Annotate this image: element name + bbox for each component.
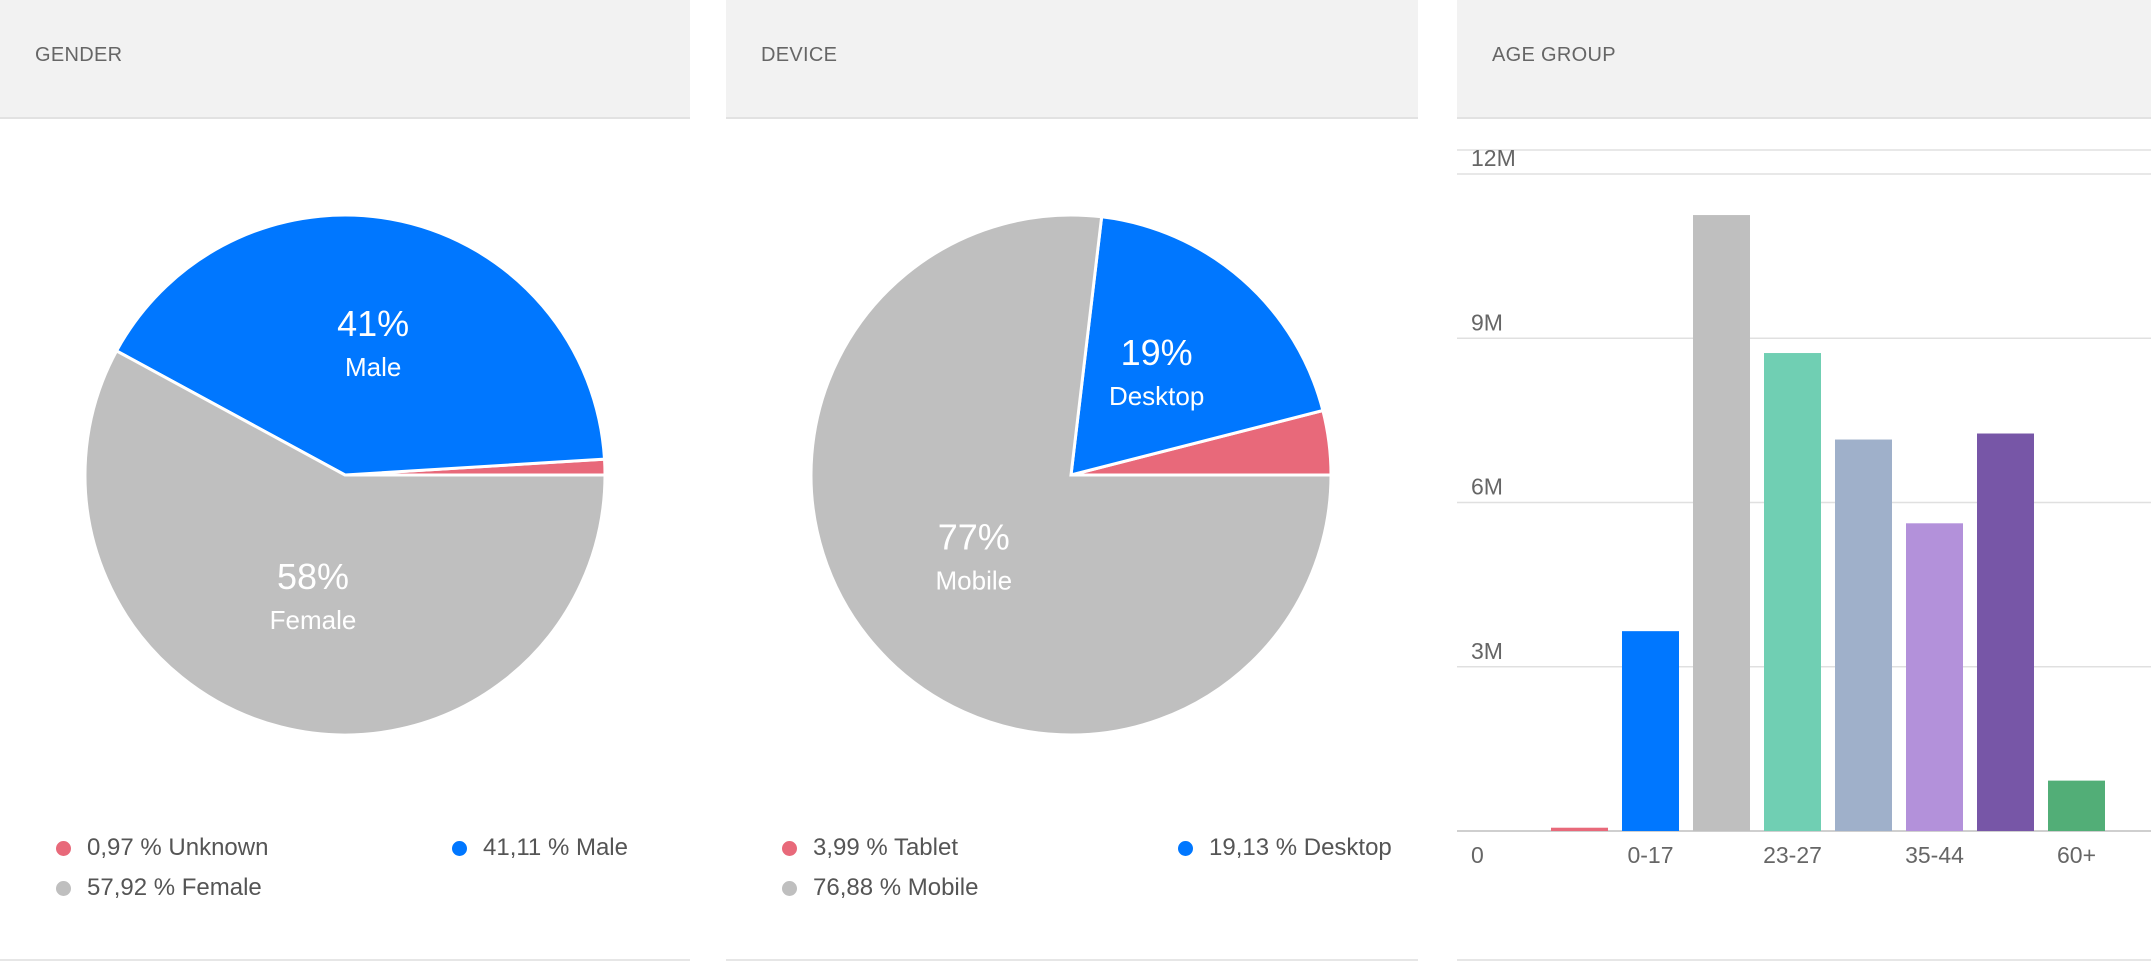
- gender-legend-dot-female: [56, 880, 71, 896]
- gender-slice-male-name-label: Male: [345, 352, 401, 382]
- age-x-tick-label-3: 23-27: [1763, 842, 1822, 868]
- gender-pie-chart: 41% Male 58% Female: [83, 213, 607, 737]
- gender-legend-label-female: 57,92 % Female: [87, 874, 262, 901]
- device-legend-label-desktop: 19,13 % Desktop: [1209, 834, 1392, 861]
- gender-panel: GENDER 41% Male 58% Female 0,97 % Unknown 41…: [0, 0, 690, 961]
- age-bar-3: [1764, 353, 1821, 831]
- age-x-tick-label-7: 60+: [2057, 842, 2096, 868]
- device-panel-title: DEVICE: [761, 44, 838, 66]
- device-panel: DEVICE 19% Desktop 77% Mobile 3,99 % Tablet…: [726, 0, 1418, 961]
- age-y-tick-label-0: 0: [1471, 842, 1484, 868]
- age-y-tick-label-4: 12M: [1471, 145, 1516, 171]
- age-bar-4: [1835, 439, 1892, 831]
- gender-legend-dot-unknown: [56, 840, 71, 856]
- device-slice-desktop: [1069, 215, 1325, 477]
- age-bar-5: [1906, 523, 1963, 831]
- device-legend-dot-tablet: [782, 840, 797, 856]
- device-legend-item-mobile[interactable]: 76,88 % Mobile: [782, 873, 978, 903]
- device-legend-item-tablet[interactable]: 3,99 % Tablet: [782, 833, 958, 863]
- age-x-tick-label-5: 35-44: [1905, 842, 1964, 868]
- gender-legend-item-female[interactable]: 57,92 % Female: [56, 873, 262, 903]
- gender-slice-male: [114, 213, 607, 477]
- age-y-tick-label-1: 3M: [1471, 638, 1503, 664]
- gender-legend-item-male[interactable]: 41,11 % Male: [452, 833, 628, 863]
- gender-legend-dot-male: [452, 840, 467, 856]
- gender-legend-label-male: 41,11 % Male: [483, 834, 628, 861]
- age-bar-2: [1693, 215, 1750, 831]
- device-panel-header: DEVICE: [726, 0, 1418, 119]
- age-panel: AGE GROUP 0 3M 6M 9M 12M 0-17 23-27 35-44 60+: [1457, 0, 2151, 961]
- gender-slice-female: [83, 348, 607, 737]
- gender-legend-item-unknown[interactable]: 0,97 % Unknown: [56, 833, 268, 863]
- age-bar-1: [1622, 631, 1679, 831]
- age-bar-0: [1551, 827, 1608, 831]
- device-legend-dot-desktop: [1178, 840, 1193, 856]
- device-legend-dot-mobile: [782, 880, 797, 896]
- gender-panel-header: GENDER: [0, 0, 690, 119]
- gender-slice-male-percent-label: 41%: [337, 303, 409, 344]
- age-panel-header: AGE GROUP: [1457, 0, 2151, 119]
- age-bar-7: [2048, 780, 2105, 831]
- age-y-tick-label-2: 6M: [1471, 474, 1503, 500]
- gender-slice-female-percent-label: 58%: [277, 556, 349, 597]
- device-slice-desktop-name-label: Desktop: [1109, 381, 1204, 411]
- device-legend-label-mobile: 76,88 % Mobile: [813, 874, 979, 901]
- device-pie-chart: 19% Desktop 77% Mobile: [809, 213, 1333, 737]
- gender-slice-female-name-label: Female: [270, 605, 357, 635]
- device-legend-item-desktop[interactable]: 19,13 % Desktop: [1178, 833, 1392, 863]
- age-bar-chart: 0 3M 6M 9M 12M 0-17 23-27 35-44 60+: [1457, 145, 2151, 868]
- device-slice-mobile-name-label: Mobile: [936, 565, 1013, 595]
- gender-legend-label-unknown: 0,97 % Unknown: [87, 834, 269, 861]
- device-slice-desktop-percent-label: 19%: [1121, 332, 1193, 373]
- age-y-tick-label-3: 9M: [1471, 309, 1503, 335]
- gender-panel-title: GENDER: [35, 44, 123, 66]
- device-legend-label-tablet: 3,99 % Tablet: [813, 834, 958, 861]
- device-panel-bottom-border: [726, 959, 1418, 961]
- age-bar-6: [1977, 433, 2034, 831]
- device-slice-mobile: [809, 213, 1333, 737]
- age-x-tick-label-1: 0-17: [1627, 842, 1673, 868]
- gender-panel-bottom-border: [0, 959, 690, 961]
- age-panel-title: AGE GROUP: [1492, 44, 1616, 66]
- device-slice-mobile-percent-label: 77%: [938, 516, 1010, 557]
- age-panel-bottom-border: [1457, 959, 2151, 961]
